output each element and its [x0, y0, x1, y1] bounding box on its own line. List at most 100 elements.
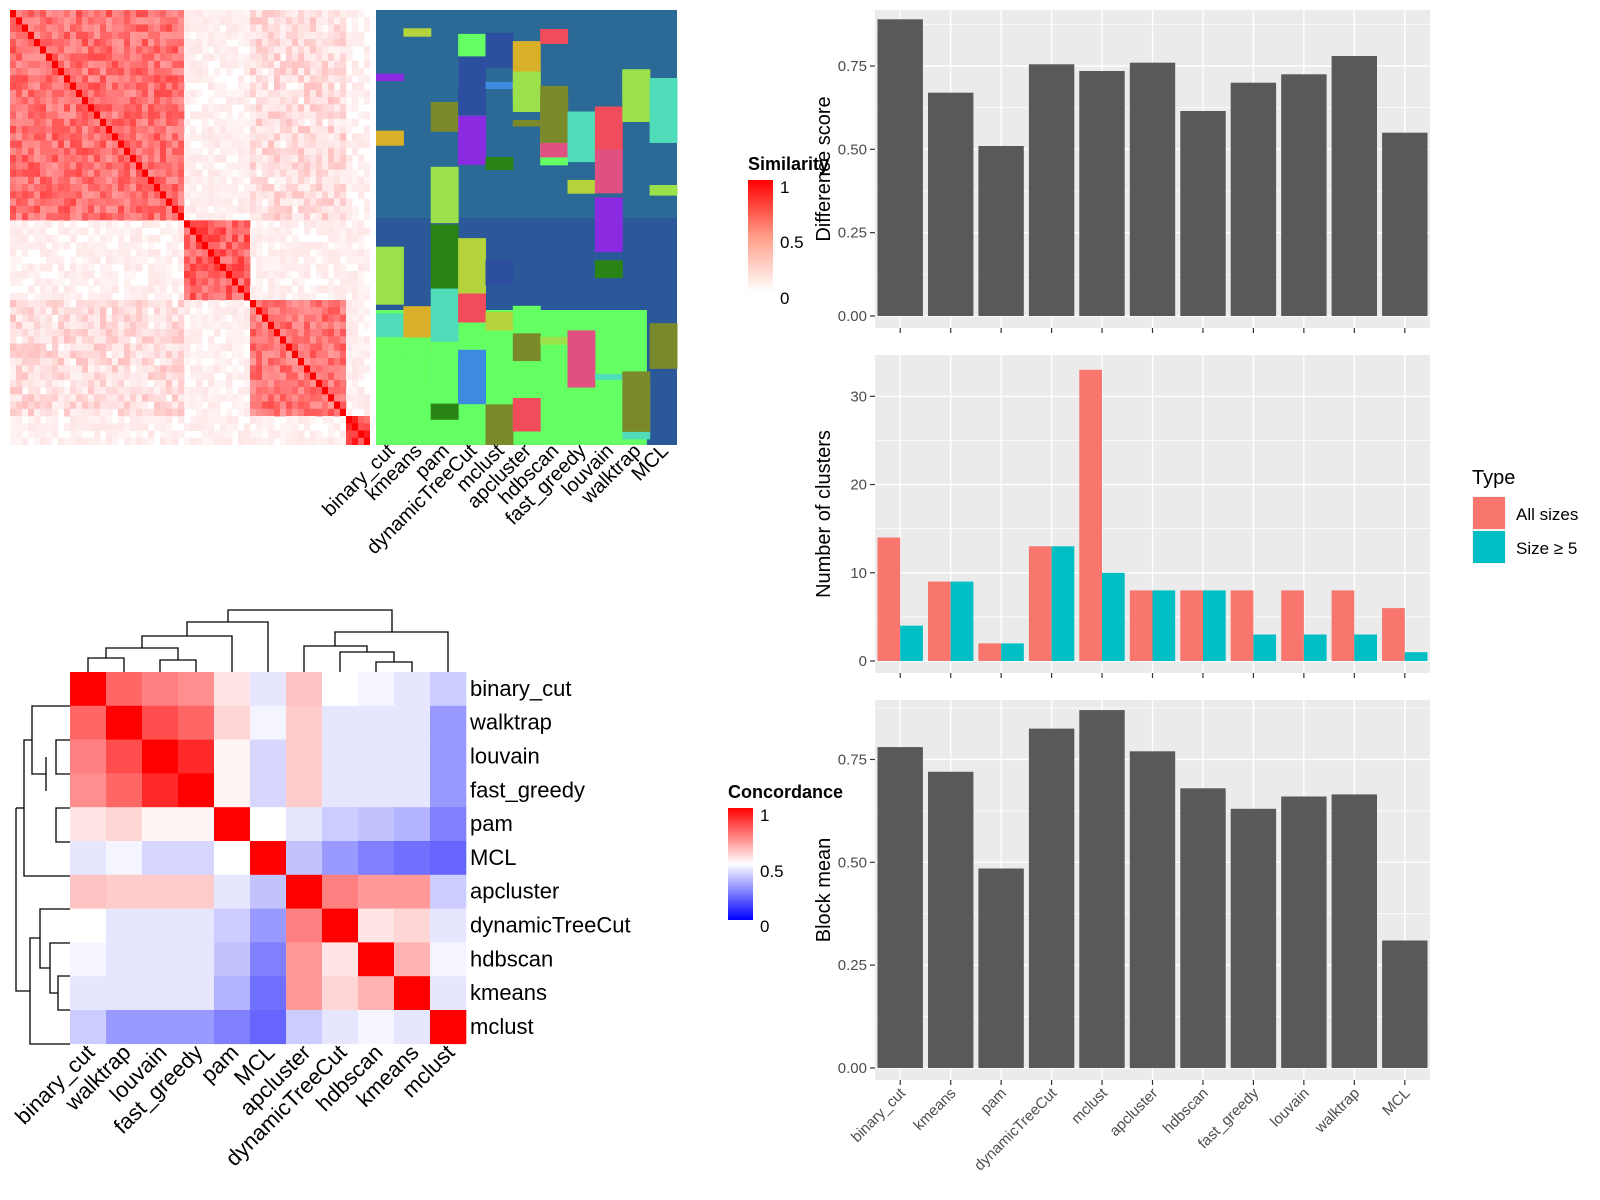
similarity-cell — [286, 314, 293, 323]
similarity-cell — [130, 242, 137, 250]
similarity-cell — [286, 75, 293, 83]
similarity-cell — [202, 53, 209, 62]
similarity-cell — [286, 140, 293, 149]
concordance-cell — [142, 874, 179, 909]
similarity-cell — [16, 198, 23, 207]
similarity-cell — [250, 343, 257, 352]
similarity-cell — [364, 24, 370, 33]
similarity-cell — [298, 184, 305, 192]
similarity-cell — [82, 184, 89, 192]
similarity-cell — [214, 155, 221, 163]
similarity-cell — [220, 285, 227, 294]
similarity-cell — [46, 365, 53, 373]
cluster-bar-segment — [430, 166, 459, 224]
similarity-cell — [220, 271, 227, 279]
similarity-cell — [70, 401, 77, 410]
similarity-cell — [256, 89, 263, 98]
similarity-cell — [352, 60, 359, 69]
similarity-cell — [178, 343, 185, 352]
similarity-cell — [364, 133, 370, 141]
similarity-cell — [310, 89, 317, 98]
similarity-cell — [100, 249, 107, 257]
similarity-cell — [40, 213, 47, 221]
similarity-cell — [268, 300, 275, 308]
concordance-cell — [250, 1010, 287, 1045]
similarity-cell — [76, 401, 83, 410]
similarity-cell — [328, 430, 335, 439]
similarity-cell — [280, 133, 287, 141]
similarity-cell — [352, 213, 359, 221]
similarity-cell — [220, 379, 227, 388]
similarity-cell — [100, 147, 107, 156]
similarity-cell — [346, 126, 353, 134]
similarity-cell — [238, 198, 245, 207]
similarity-cell — [154, 184, 161, 192]
concordance-cell — [286, 807, 323, 842]
similarity-cell — [310, 147, 317, 156]
similarity-cell — [340, 97, 347, 105]
similarity-cell — [286, 372, 293, 381]
similarity-cell — [160, 300, 167, 308]
concordance-cell — [286, 739, 323, 774]
concordance-cell — [322, 908, 359, 943]
similarity-cell — [58, 75, 65, 83]
similarity-cell — [136, 126, 143, 134]
similarity-cell — [130, 176, 137, 185]
similarity-cell — [154, 278, 161, 286]
similarity-cell — [334, 104, 341, 112]
similarity-cell — [184, 140, 191, 149]
similarity-cell — [184, 387, 191, 395]
similarity-cell — [46, 39, 53, 47]
similarity-cell — [148, 249, 155, 257]
similarity-cell — [124, 227, 131, 236]
similarity-cell — [178, 68, 185, 76]
similarity-cell — [148, 46, 155, 54]
similarity-cell — [262, 416, 269, 424]
similarity-cell — [256, 147, 263, 156]
similarity-cell — [328, 46, 335, 54]
concordance-cell — [322, 874, 359, 909]
similarity-cell — [130, 39, 137, 47]
similarity-cell — [28, 162, 35, 170]
similarity-cell — [328, 423, 335, 431]
similarity-cell — [352, 314, 359, 323]
similarity-cell — [76, 169, 83, 178]
similarity-cell — [226, 329, 233, 337]
similarity-cell — [64, 53, 71, 62]
similarity-cell — [130, 169, 137, 178]
similarity-cell — [136, 89, 143, 98]
similarity-cell — [358, 68, 365, 76]
similarity-cell — [346, 46, 353, 54]
similarity-cell — [10, 68, 17, 76]
similarity-cell — [82, 249, 89, 257]
similarity-cell — [46, 205, 53, 214]
similarity-cell — [304, 271, 311, 279]
similarity-cell — [184, 401, 191, 410]
similarity-cell — [214, 133, 221, 141]
similarity-cell — [166, 343, 173, 352]
similarity-cell — [328, 68, 335, 76]
similarity-cell — [322, 394, 329, 402]
similarity-cell — [274, 198, 281, 207]
similarity-cell — [166, 292, 173, 301]
similarity-cell — [262, 82, 269, 91]
similarity-cell — [268, 343, 275, 352]
similarity-cell — [268, 31, 275, 40]
similarity-cell — [322, 176, 329, 185]
similarity-cell — [94, 358, 101, 366]
similarity-cell — [52, 184, 59, 192]
similarity-cell — [76, 39, 83, 47]
concordance-cell — [358, 705, 395, 740]
similarity-cell — [352, 300, 359, 308]
similarity-cell — [70, 263, 77, 272]
similarity-cell — [268, 365, 275, 373]
similarity-cell — [352, 97, 359, 105]
similarity-cell — [136, 300, 143, 308]
similarity-cell — [262, 336, 269, 344]
similarity-cell — [316, 205, 323, 214]
similarity-cell — [196, 263, 203, 272]
similarity-cell — [28, 401, 35, 410]
similarity-cell — [238, 82, 245, 91]
similarity-cell — [52, 75, 59, 83]
similarity-cell — [100, 126, 107, 134]
